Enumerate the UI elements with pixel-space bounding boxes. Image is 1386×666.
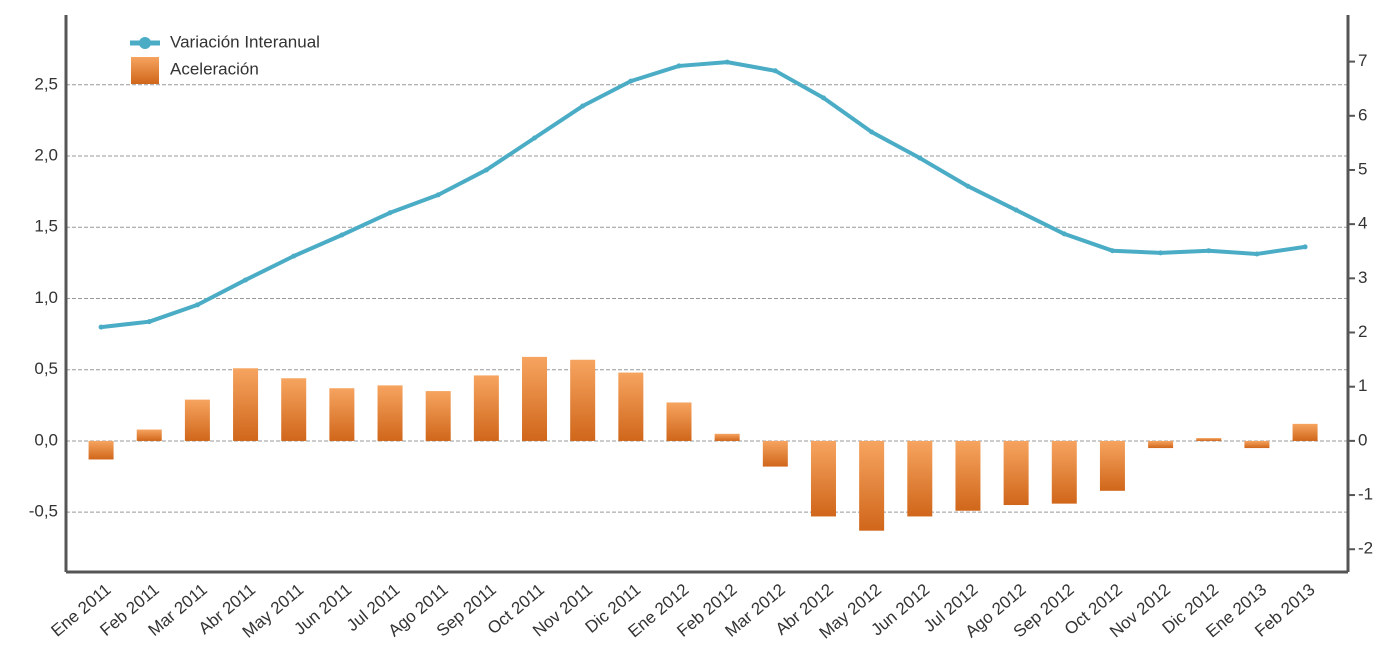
bar	[473, 375, 499, 441]
y-tick-label: 1,5	[34, 217, 58, 236]
line-point	[1206, 248, 1212, 254]
legend-label: Aceleración	[170, 59, 259, 78]
y-tick-label: -0,5	[29, 502, 58, 521]
y2-tick-label: 7	[1358, 51, 1367, 70]
y-tick-label: 1,0	[34, 288, 58, 307]
line-point	[676, 63, 682, 69]
line-point	[387, 210, 393, 216]
y2-tick-label: -1	[1358, 485, 1373, 504]
bar	[1003, 440, 1029, 506]
bar	[281, 378, 307, 441]
y2-tick-label: 1	[1358, 376, 1367, 395]
legend-label: Variación Interanual	[170, 32, 320, 51]
y-tick-label: 2,5	[34, 74, 58, 93]
line-point	[1109, 248, 1115, 254]
line-point	[580, 103, 586, 109]
line-point	[435, 192, 441, 198]
line-point	[1158, 250, 1164, 256]
line-point	[772, 68, 778, 74]
bar	[1099, 440, 1125, 491]
bar	[1148, 440, 1174, 449]
y2-tick-label: -2	[1358, 539, 1373, 558]
legend-swatch	[131, 57, 159, 84]
bar	[522, 356, 548, 441]
line-point	[339, 232, 345, 238]
line-point	[1254, 251, 1260, 257]
bar	[377, 385, 403, 441]
line-point	[965, 183, 971, 189]
line-point	[98, 324, 104, 330]
line-point	[724, 59, 730, 65]
line-point	[194, 302, 200, 308]
bar	[618, 372, 644, 441]
y2-tick-label: 6	[1358, 105, 1367, 124]
legend-swatch	[139, 37, 151, 49]
y-tick-label: 2,0	[34, 146, 58, 165]
y2-tick-label: 2	[1358, 322, 1367, 341]
bar	[329, 388, 355, 441]
bar	[1051, 440, 1077, 504]
line-point	[628, 78, 634, 84]
bar	[425, 391, 451, 441]
line-point	[1302, 244, 1308, 250]
y-tick-label: 0,5	[34, 359, 58, 378]
y-tick-label: 0,0	[34, 430, 58, 449]
bar	[1244, 440, 1270, 449]
line-point	[917, 155, 923, 161]
bar	[1196, 438, 1222, 441]
bar	[88, 440, 114, 460]
bar	[666, 402, 692, 441]
line-point	[1061, 231, 1067, 237]
bar	[907, 440, 933, 517]
bar	[810, 440, 836, 517]
bar	[233, 368, 259, 441]
bar	[859, 440, 885, 531]
bar	[714, 433, 740, 441]
y2-tick-label: 5	[1358, 159, 1367, 178]
bar	[184, 399, 210, 441]
bar	[762, 440, 788, 467]
bar	[1292, 423, 1318, 441]
line-point	[869, 129, 875, 135]
bar	[136, 429, 162, 441]
line-point	[291, 253, 297, 259]
line-point	[243, 277, 249, 283]
y2-tick-label: 4	[1358, 214, 1367, 233]
line	[100, 60, 1306, 330]
line-point	[532, 135, 538, 141]
line-point	[820, 95, 826, 101]
y2-tick-label: 3	[1358, 268, 1367, 287]
line-point	[1013, 207, 1019, 213]
line-point	[483, 167, 489, 173]
y2-tick-label: 0	[1358, 430, 1367, 449]
line-point	[146, 319, 152, 325]
bar	[570, 359, 596, 441]
bar	[955, 440, 981, 511]
